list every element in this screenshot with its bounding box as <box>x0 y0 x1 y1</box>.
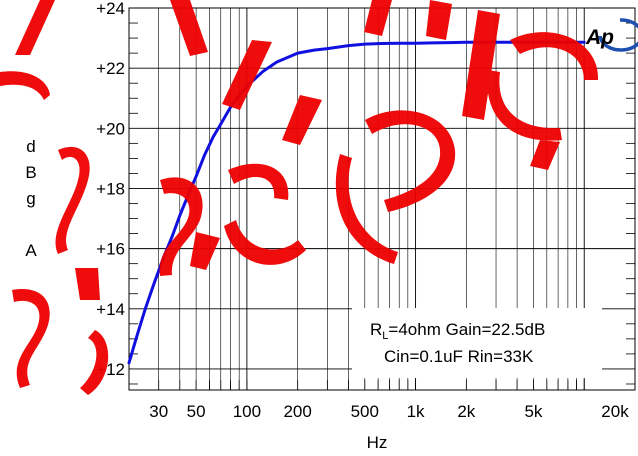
y-tick-label: +24 <box>96 0 125 18</box>
y-axis-title-letter: g <box>26 189 35 208</box>
watermark-stroke <box>190 232 220 270</box>
x-tick-labels: 30 50 100 200 500 1k 2k 5k 20k <box>149 402 629 421</box>
annotation-box: RL=4ohm Gain=22.5dB Cin=0.1uF Rin=33K <box>352 308 602 378</box>
x-tick-label: 1k <box>407 402 425 421</box>
y-tick-labels: +12+14+16+18+20+22+24 <box>96 0 125 379</box>
ap-logo: Ap <box>585 18 638 52</box>
y-axis-title-letter: d <box>26 137 35 156</box>
y-axis-title: dBg A <box>25 137 37 260</box>
x-tick-label: 200 <box>283 402 311 421</box>
x-tick-label: 2k <box>457 402 475 421</box>
watermark-stroke <box>224 220 306 265</box>
y-axis-title-letter: B <box>25 163 36 182</box>
watermark-stroke <box>55 146 90 254</box>
x-tick-label: 30 <box>149 402 168 421</box>
watermark-stroke <box>335 154 398 264</box>
y-tick-label: +20 <box>96 119 125 138</box>
watermark-stroke <box>228 163 289 200</box>
y-minor-ticks <box>129 22 635 385</box>
watermark-stroke <box>282 95 322 145</box>
y-tick-label: +18 <box>96 179 125 198</box>
watermark-stroke <box>80 330 109 395</box>
watermark-stroke <box>12 289 50 388</box>
watermark-stroke <box>159 177 203 276</box>
watermark-stroke <box>222 40 272 110</box>
watermark-stroke <box>170 0 208 56</box>
watermark-stroke <box>426 0 452 40</box>
series-line <box>127 40 586 365</box>
watermark <box>0 0 599 395</box>
x-minor-ticks <box>158 380 585 390</box>
x-tick-label: 20k <box>601 402 629 421</box>
y-tick-label: +16 <box>96 240 125 259</box>
watermark-stroke <box>0 71 50 100</box>
watermark-stroke <box>510 32 599 80</box>
watermark-stroke <box>15 0 55 55</box>
watermark-stroke <box>487 70 562 141</box>
x-tick-label: 5k <box>524 402 542 421</box>
annotation-line-2: Cin=0.1uF Rin=33K <box>384 347 534 366</box>
x-tick-label: 100 <box>233 402 261 421</box>
y-tick-label: +14 <box>96 300 125 319</box>
watermark-stroke <box>530 140 560 170</box>
x-tick-label: 500 <box>351 402 379 421</box>
x-axis-title: Hz <box>367 433 388 452</box>
y-tick-label: +22 <box>96 59 125 78</box>
watermark-stroke <box>75 268 100 300</box>
series-layer <box>127 40 586 365</box>
y-axis-title-letter: A <box>25 241 37 260</box>
watermark-stroke <box>462 10 500 120</box>
x-tick-label: 50 <box>187 402 206 421</box>
watermark-stroke <box>365 110 456 212</box>
ap-logo-text: Ap <box>585 26 614 49</box>
watermark-stroke <box>364 0 392 36</box>
annotation-line-1: RL=4ohm Gain=22.5dB <box>370 320 545 342</box>
